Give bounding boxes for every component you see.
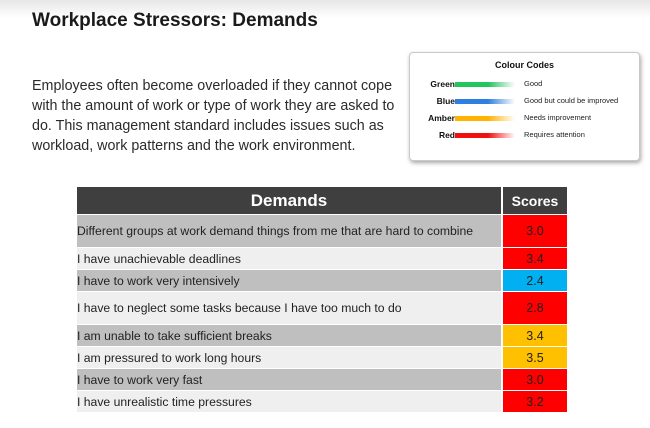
demand-item: Different groups at work demand things f…	[77, 214, 503, 247]
table-row: I have to work very fast 3.0	[77, 368, 567, 390]
table-row: I have unachievable deadlines 3.4	[77, 247, 567, 269]
intro-paragraph: Employees often become overloaded if the…	[32, 78, 395, 154]
table-row: I have to work very intensively 2.4	[77, 269, 567, 291]
demand-item: I have to work very intensively	[77, 269, 503, 291]
score-cell: 3.5	[503, 346, 567, 368]
colour-codes-legend: Colour Codes Green Good Blue Good but co…	[409, 52, 640, 161]
top-shadow	[0, 0, 650, 18]
demand-item: I am unable to take sufficient breaks	[77, 324, 503, 346]
legend-name: Green	[430, 79, 455, 89]
legend-item-green: Green Good	[410, 79, 639, 91]
score-cell: 3.2	[503, 390, 567, 412]
score-cell: 3.4	[503, 247, 567, 269]
demand-item: I have unachievable deadlines	[77, 247, 503, 269]
score-cell: 2.4	[503, 269, 567, 291]
legend-description: Good	[524, 79, 543, 88]
legend-color-bar	[455, 133, 515, 138]
table-row: I am pressured to work long hours 3.5	[77, 346, 567, 368]
legend-item-blue: Blue Good but could be improved	[410, 96, 639, 108]
legend-description: Needs improvement	[524, 113, 592, 122]
legend-color-bar	[455, 116, 515, 121]
legend-color-bar	[455, 82, 515, 87]
column-header-demands: Demands	[77, 187, 503, 214]
column-header-scores: Scores	[503, 187, 567, 214]
demand-item: I have to neglect some tasks because I h…	[77, 291, 503, 324]
demand-item: I have unrealistic time pressures	[77, 390, 503, 412]
score-cell: 3.0	[503, 214, 567, 247]
legend-description: Good but could be improved	[524, 96, 619, 105]
demands-table: Demands Scores Different groups at work …	[77, 187, 567, 412]
table-row: I have to neglect some tasks because I h…	[77, 291, 567, 324]
legend-title: Colour Codes	[494, 60, 554, 70]
score-cell: 3.0	[503, 368, 567, 390]
table-row: Different groups at work demand things f…	[77, 214, 567, 247]
legend-name: Blue	[436, 96, 455, 106]
legend-item-amber: Amber Needs improvement	[410, 113, 639, 125]
demand-item: I am pressured to work long hours	[77, 346, 503, 368]
legend-item-red: Red Requires attention	[410, 130, 639, 142]
legend-color-bar	[455, 99, 515, 104]
legend-name: Red	[438, 130, 455, 140]
table-row: I have unrealistic time pressures 3.2	[77, 390, 567, 412]
score-cell: 3.4	[503, 324, 567, 346]
score-cell: 2.8	[503, 291, 567, 324]
legend-name: Amber	[428, 113, 455, 123]
page-title: Workplace Stressors: Demands	[32, 10, 318, 31]
table-header-row: Demands Scores	[77, 187, 567, 214]
legend-description: Requires attention	[524, 130, 585, 139]
demand-item: I have to work very fast	[77, 368, 503, 390]
table-row: I am unable to take sufficient breaks 3.…	[77, 324, 567, 346]
